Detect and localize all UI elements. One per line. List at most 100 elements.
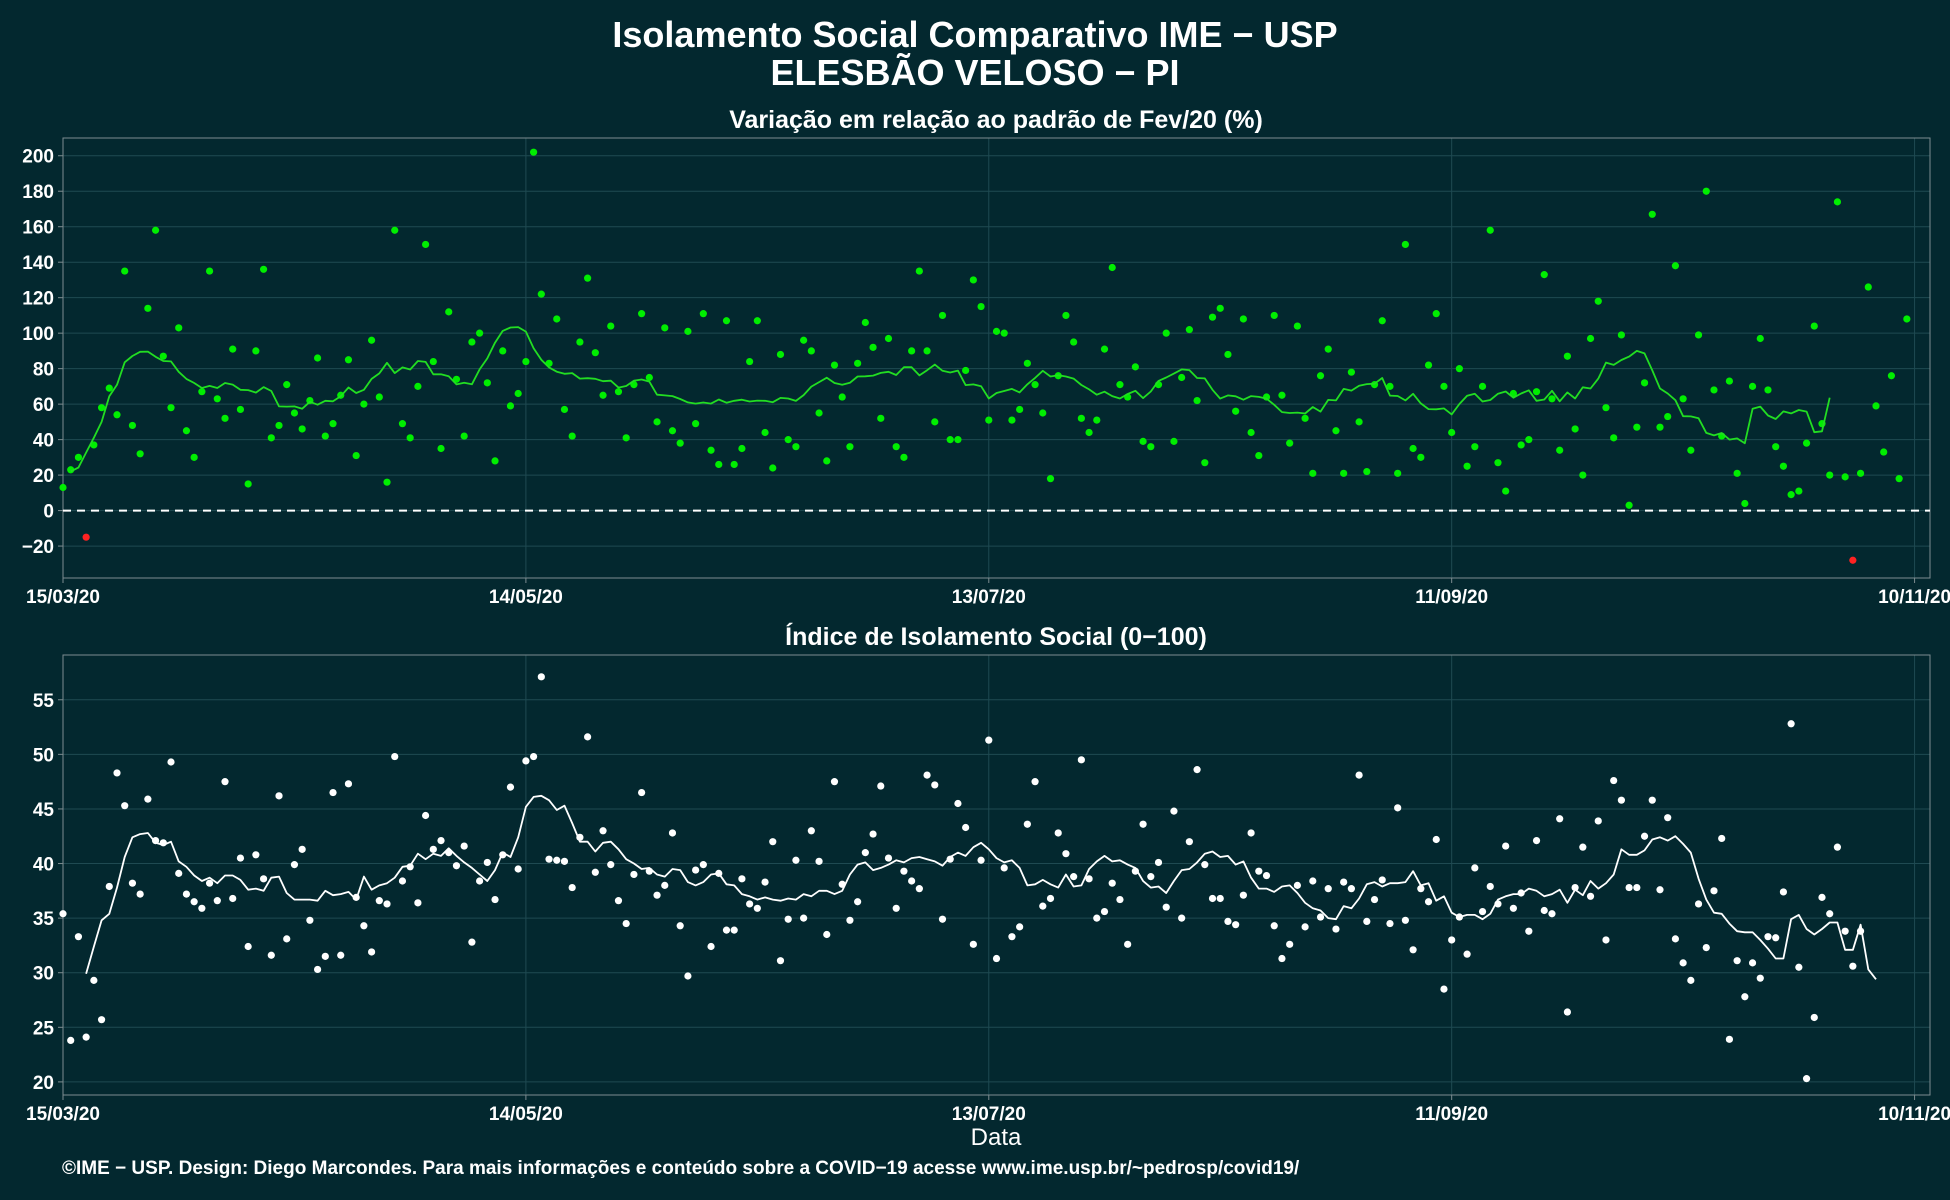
panel1-data-point xyxy=(1386,382,1394,390)
panel1-data-point xyxy=(151,226,160,234)
panel1-data-point xyxy=(1710,386,1718,394)
panel2-y-tick-label: 20 xyxy=(33,1073,54,1094)
panel1-data-point xyxy=(568,432,576,440)
panel2-data-point xyxy=(1440,985,1448,993)
panel1-data-point xyxy=(560,405,569,414)
panel2-data-point xyxy=(877,782,885,790)
panel2-data-point xyxy=(1610,776,1618,785)
panel2-data-point xyxy=(908,877,916,885)
panel1-data-point xyxy=(776,350,785,359)
panel1-data-point xyxy=(1880,448,1888,456)
panel2-x-tick-label: 10/11/20 xyxy=(1878,1104,1950,1125)
x-axis-title: Data xyxy=(971,1124,1022,1151)
panel2-data-point xyxy=(638,788,646,797)
panel1-data-point xyxy=(1548,395,1556,403)
panel1-data-point xyxy=(638,310,646,318)
panel2-data-point xyxy=(938,915,947,923)
panel2-data-point xyxy=(290,861,299,869)
panel1-data-point xyxy=(761,428,769,437)
panel2-data-point xyxy=(630,870,638,879)
panel1-data-point xyxy=(1208,313,1217,321)
panel2-data-point xyxy=(1201,861,1209,869)
panel1-data-point xyxy=(429,357,437,366)
panel1-data-point xyxy=(553,315,561,323)
panel2-data-point xyxy=(931,781,939,789)
panel1-data-point xyxy=(884,334,893,343)
panel1-data-point xyxy=(1633,423,1641,431)
panel2-moving-average-line xyxy=(85,794,1877,980)
panel2-data-point xyxy=(1224,917,1232,926)
panel2-data-point xyxy=(1124,940,1132,948)
panel1-title: Variação em relação ao padrão de Fev/20 … xyxy=(729,106,1263,134)
panel1-data-point xyxy=(1340,469,1348,477)
panel1-data-point xyxy=(1579,471,1587,479)
panel1-data-point xyxy=(1625,501,1633,509)
panel2-data-point xyxy=(1332,925,1340,933)
panel2-data-point xyxy=(1826,910,1834,918)
panel2-data-point xyxy=(59,910,67,918)
panel1-data-point xyxy=(861,318,869,327)
panel2-data-point xyxy=(1100,907,1109,916)
panel1-data-point xyxy=(584,274,592,282)
panel1-data-point xyxy=(784,436,792,444)
panel1-data-point xyxy=(406,434,414,442)
footer-credits: ©IME − USP. Design: Diego Marcondes. Par… xyxy=(62,1158,1300,1179)
panel2-data-point xyxy=(614,897,623,905)
panel2-data-point xyxy=(545,855,553,863)
panel2-data-point xyxy=(1363,917,1371,926)
panel2-data-point xyxy=(121,802,129,810)
panel2-data-point xyxy=(90,976,98,984)
panel1-data-point xyxy=(1556,446,1564,454)
panel2-data-point xyxy=(815,857,823,865)
panel1-data-point xyxy=(205,267,214,275)
panel2-data-point xyxy=(275,792,283,800)
panel1-data-point xyxy=(1517,441,1525,449)
panel2-data-point xyxy=(1779,888,1788,896)
panel2-data-point xyxy=(1417,885,1425,893)
panel1-data-point xyxy=(1162,329,1170,337)
panel1-data-point xyxy=(1147,443,1155,451)
panel2-data-point xyxy=(1039,902,1047,910)
panel1-data-point xyxy=(452,375,461,383)
panel1-data-point xyxy=(1671,262,1680,270)
panel2-data-point xyxy=(128,879,137,887)
panel1-data-point xyxy=(1316,372,1325,380)
panel1-data-point xyxy=(121,267,129,275)
panel1-data-point xyxy=(1008,416,1016,424)
panel2-data-point xyxy=(1139,820,1147,828)
panel1-data-point xyxy=(1301,414,1309,422)
panel1-data-point xyxy=(1131,363,1139,371)
panel2-data-point xyxy=(1093,914,1101,922)
panel1-data-point xyxy=(985,416,993,424)
panel2-data-point xyxy=(522,757,530,765)
panel2-data-point xyxy=(1640,832,1649,840)
panel1-data-point xyxy=(1016,405,1024,414)
panel1-data-point xyxy=(607,322,615,330)
panel2-data-point xyxy=(491,895,499,904)
panel1-data-point xyxy=(360,400,368,408)
panel1-data-point xyxy=(236,405,245,414)
panel2-data-point xyxy=(607,861,615,869)
panel2-data-point xyxy=(1062,850,1070,858)
panel1-plot: −20 0 20 40 60 80 100 120 140 160 180 200 15/03/20 14… xyxy=(22,137,1950,608)
panel2-data-point xyxy=(97,1016,106,1024)
panel2-data-point xyxy=(1185,838,1193,846)
panel2-data-point xyxy=(74,933,83,941)
panel2-data-point xyxy=(823,930,831,939)
panel2-data-point xyxy=(1401,916,1409,924)
panel1-data-point xyxy=(1787,491,1795,499)
panel2-data-point xyxy=(205,879,214,887)
panel2-data-point xyxy=(622,919,630,928)
panel2-data-point xyxy=(1525,927,1533,935)
panel1-data-point xyxy=(1802,439,1811,447)
panel1-data-point xyxy=(244,480,252,488)
panel2-data-point xyxy=(761,878,769,886)
panel2-data-point xyxy=(259,875,268,883)
panel2-data-point xyxy=(1178,914,1186,922)
panel1-data-point xyxy=(823,457,831,465)
panel2-data-point xyxy=(1648,796,1656,804)
panel1-data-point xyxy=(445,308,453,316)
panel2-data-point xyxy=(1617,796,1626,804)
panel1-data-point xyxy=(1849,556,1857,564)
